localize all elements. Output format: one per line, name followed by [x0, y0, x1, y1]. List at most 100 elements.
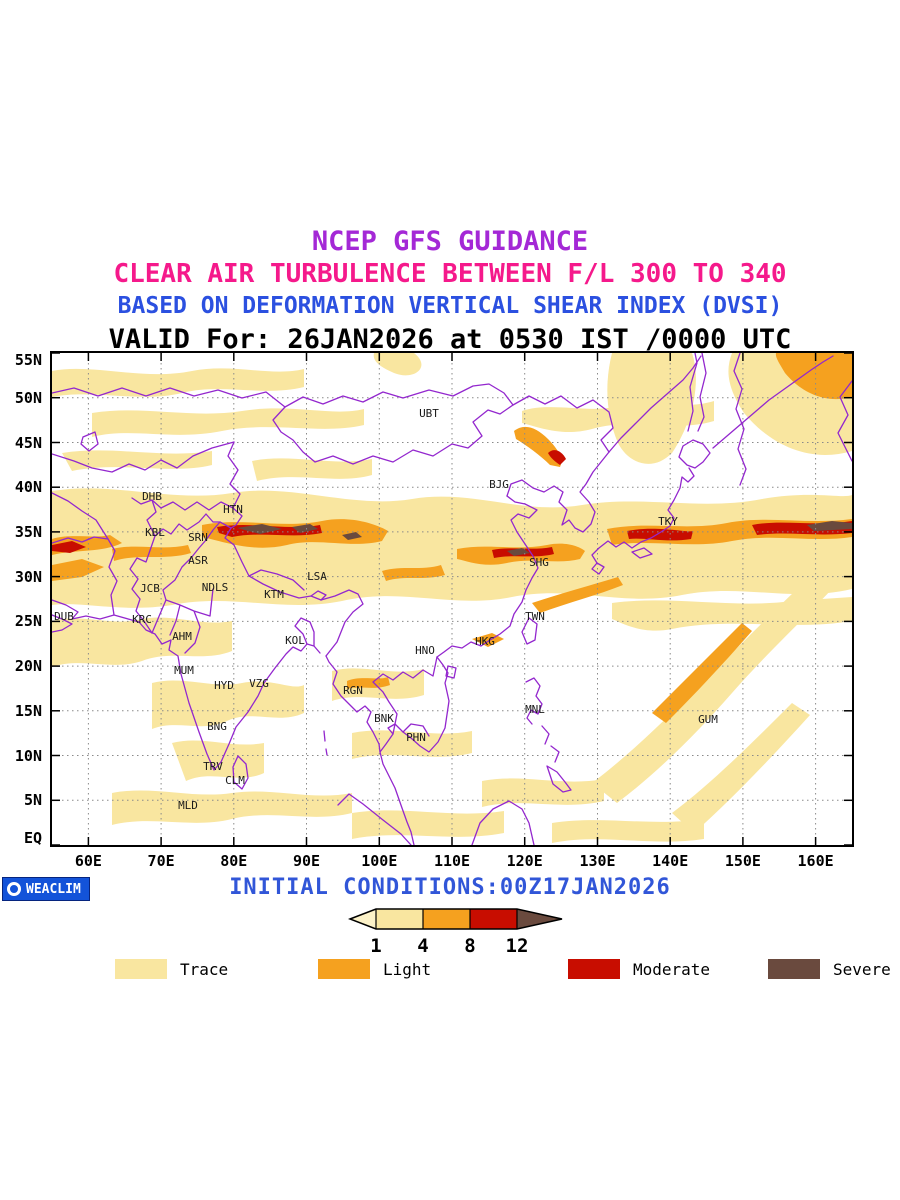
colorbar-outline	[348, 908, 563, 930]
city-label-clm: CLM	[225, 774, 245, 787]
colorbar-segment-trace	[376, 909, 423, 929]
city-label-bng: BNG	[207, 720, 227, 733]
turbulence-severe-layer	[237, 521, 852, 556]
city-label-bjg: BJG	[489, 478, 509, 491]
y-axis-label: 55N	[14, 351, 42, 369]
colorbar-segment-moderate	[470, 909, 517, 929]
x-axis-label: 130E	[579, 852, 616, 870]
y-axis-label: 25N	[14, 612, 42, 631]
city-label-phn: PHN	[406, 731, 426, 744]
city-label-hyd: HYD	[214, 679, 234, 692]
city-label-trv: TRV	[203, 760, 223, 773]
y-axis: 55N 50N 45N 40N 35N 30N 25N 20N 15N 10N 5N EQ	[0, 351, 46, 847]
city-label-ahm: AHM	[172, 630, 192, 643]
city-label-rgn: RGN	[343, 684, 363, 697]
city-label-twn: TWN	[525, 610, 545, 623]
legend-swatch-light	[318, 959, 370, 979]
city-label-srn: SRN	[188, 531, 208, 544]
x-axis-label: 120E	[506, 852, 543, 870]
city-label-gum: GUM	[698, 713, 718, 726]
city-label-bnk: BNK	[374, 712, 394, 725]
y-axis-label: 5N	[23, 791, 42, 810]
y-axis-label: 20N	[14, 657, 42, 676]
city-label-ubt: UBT	[419, 407, 439, 420]
x-axis-label: 160E	[797, 852, 834, 870]
initial-conditions-text: INITIAL CONDITIONS:00Z17JAN2026	[229, 875, 671, 900]
legend-item-moderate: Moderate	[568, 958, 710, 980]
city-label-jcb: JCB	[140, 582, 160, 595]
legend: Trace Light Moderate Severe	[0, 958, 900, 984]
title-line-2: CLEAR AIR TURBULENCE BETWEEN F/L 300 TO …	[113, 259, 787, 289]
city-label-kol: KOL	[285, 634, 305, 647]
y-axis-label: 30N	[14, 567, 42, 586]
x-axis: 60E 70E 80E 90E 100E 110E 120E 130E 140E 150E 160E	[52, 852, 852, 872]
weaclim-logo-text: WEACLIM	[26, 881, 81, 897]
map-frame: UBT BJG DHB HTN KBL SRN ASR JCB NDLS KTM LSA DUB KRC…	[50, 351, 854, 847]
axis-tickmarks	[52, 353, 852, 845]
weaclim-logo: WEACLIM	[2, 877, 90, 901]
city-label-asr: ASR	[188, 554, 208, 567]
legend-item-light: Light	[318, 958, 431, 980]
title-line-1: NCEP GFS GUIDANCE	[311, 226, 589, 257]
x-axis-label: 60E	[74, 852, 102, 870]
city-label-ktm: KTM	[264, 588, 284, 601]
y-axis-label: 15N	[14, 701, 42, 720]
colorbar-segment-light	[423, 909, 470, 929]
city-label-dub: DUB	[54, 610, 74, 623]
city-label-shg: SHG	[529, 556, 549, 569]
legend-label-trace: Trace	[180, 959, 229, 979]
legend-swatch-trace	[115, 959, 167, 979]
x-axis-label: 150E	[724, 852, 761, 870]
city-label-mum: MUM	[174, 664, 194, 677]
colorbar-tick-label: 4	[417, 935, 428, 957]
x-axis-label: 140E	[652, 852, 689, 870]
colorbar-dividers	[375, 909, 518, 929]
city-label-mnl: MNL	[525, 703, 545, 716]
colorbar-tick-labels: 1 4 8 12	[370, 935, 528, 957]
city-label-vzg: VZG	[249, 677, 269, 690]
city-label-ndls: NDLS	[202, 581, 229, 594]
city-labels: UBT BJG DHB HTN KBL SRN ASR JCB NDLS KTM LSA DUB KRC…	[54, 407, 718, 812]
colorbar-tick-label: 8	[464, 935, 475, 957]
city-label-dhb: DHB	[142, 490, 162, 503]
title-line-3: BASED ON DEFORMATION VERTICAL SHEAR INDE…	[117, 293, 783, 319]
y-axis-label: 35N	[14, 522, 42, 541]
x-axis-label: 100E	[361, 852, 398, 870]
city-label-hkg: HKG	[475, 635, 495, 648]
legend-label-light: Light	[383, 959, 432, 979]
y-axis-label: EQ	[23, 829, 42, 847]
y-axis-label: 50N	[14, 388, 42, 407]
x-axis-label: 80E	[220, 852, 248, 870]
legend-label-severe: Severe	[833, 959, 891, 979]
weaclim-target-icon	[7, 882, 21, 896]
legend-item-trace: Trace	[115, 958, 228, 980]
title-valid-time: VALID For: 26JAN2026 at 0530 IST /0000 U…	[108, 324, 792, 355]
x-axis-label: 90E	[292, 852, 321, 870]
legend-swatch-severe	[768, 959, 820, 979]
y-axis-label: 45N	[14, 433, 42, 452]
x-axis-label: 70E	[147, 852, 175, 870]
y-axis-label: 10N	[14, 746, 42, 765]
city-label-lsa: LSA	[307, 570, 327, 583]
city-label-kbl: KBL	[145, 526, 165, 539]
city-label-krc: KRC	[132, 613, 152, 626]
city-label-htn: HTN	[223, 503, 243, 516]
city-label-hno: HNO	[415, 644, 435, 657]
y-axis-label: 40N	[14, 478, 42, 497]
colorbar: 1 4 8 12	[348, 908, 563, 957]
turbulence-map: UBT BJG DHB HTN KBL SRN ASR JCB NDLS KTM LSA DUB KRC…	[52, 353, 852, 845]
legend-item-severe: Severe	[768, 958, 891, 980]
legend-label-moderate: Moderate	[633, 959, 711, 979]
colorbar-tip-high	[517, 909, 562, 929]
gridlines	[52, 353, 852, 845]
colorbar-segments	[350, 909, 562, 929]
legend-swatch-moderate	[568, 959, 620, 979]
city-label-mld: MLD	[178, 799, 198, 812]
country-borders	[52, 353, 852, 845]
colorbar-tick-label: 1	[370, 935, 381, 957]
x-axis-label: 110E	[433, 852, 471, 870]
city-label-tky: TKY	[658, 515, 678, 528]
colorbar-tick-label: 12	[506, 935, 529, 957]
colorbar-tip-low	[350, 909, 376, 929]
